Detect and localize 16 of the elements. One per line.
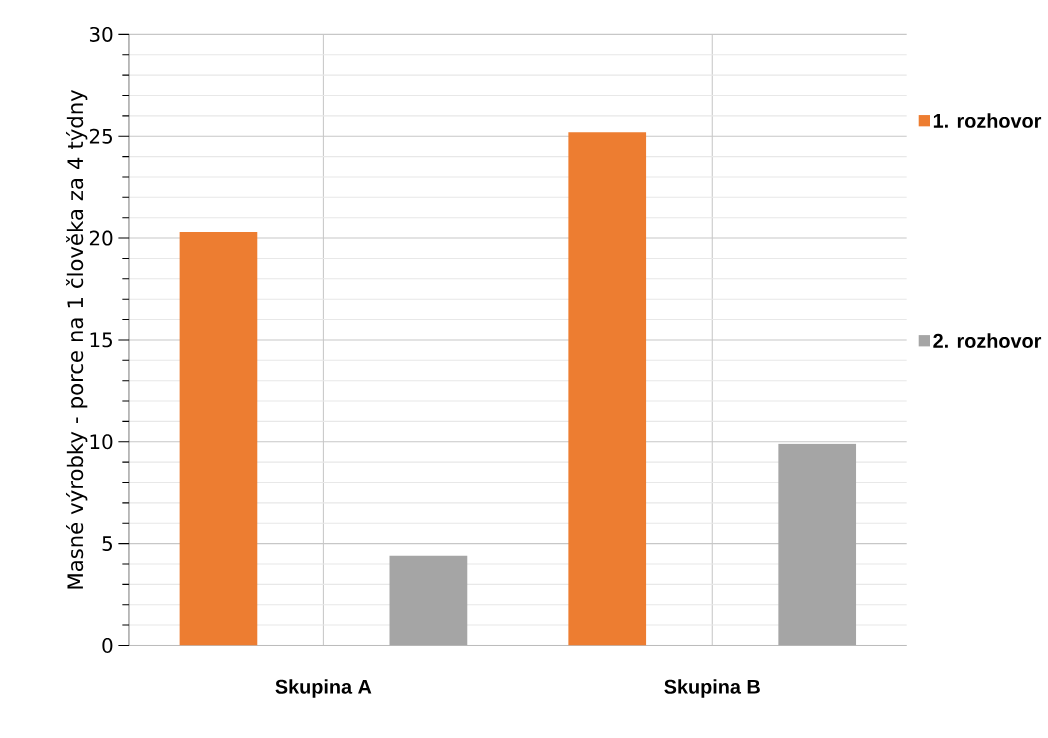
y-tick-label: 15 [90,332,112,348]
y-tick-label: 25 [89,128,112,144]
bar [778,443,857,646]
legend-label: 1. rozhovor [933,113,1042,128]
y-tick-label: 0 [102,637,113,653]
legend-label: 2. rozhovor [933,333,1042,348]
x-tick-label: Skupina B [664,679,760,698]
y-tick-label: 30 [89,26,113,42]
y-axis-title: Masné výrobky - porce na 1 člověka za 4 týdny [65,89,88,589]
bar [389,555,468,646]
bar [179,231,258,646]
bar [568,132,647,646]
y-tick-label: 5 [102,536,112,551]
y-tick-label: 10 [90,434,113,450]
x-tick-label: Skupina A [275,679,372,698]
y-tick-label: 20 [89,230,113,246]
